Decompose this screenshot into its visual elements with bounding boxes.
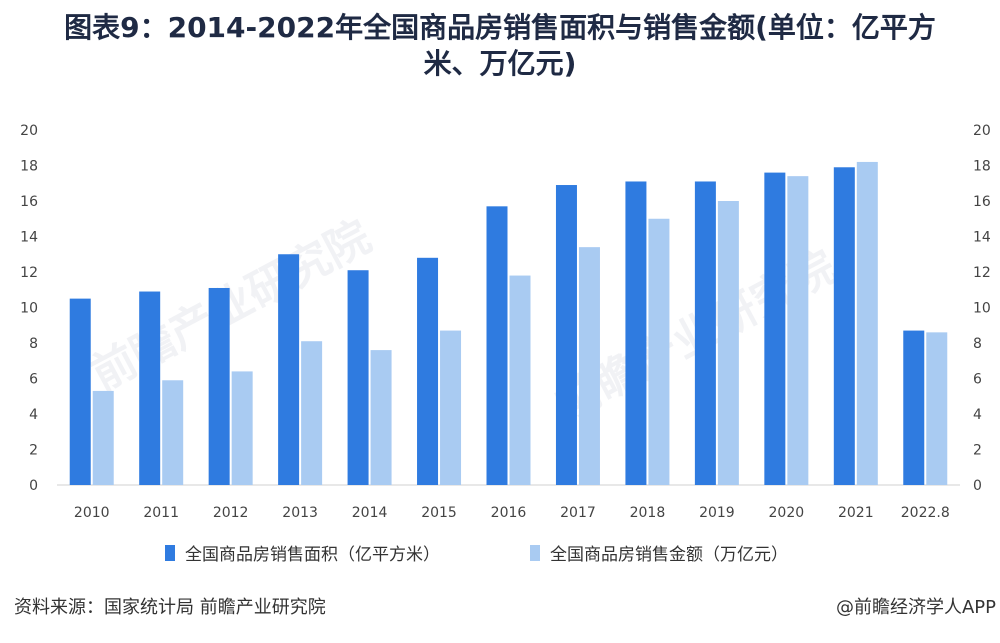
source-note: 资料来源：国家统计局 前瞻产业研究院 <box>14 597 326 618</box>
bar-sales-amount <box>440 330 462 485</box>
y2-tick-label-right: 20 <box>973 123 991 139</box>
bar-sales-amount <box>926 332 948 485</box>
y2-tick-label-right: 6 <box>973 372 982 388</box>
bar-sales-area <box>278 254 300 485</box>
y2-tick-label-right: 18 <box>973 159 991 175</box>
y-tick-label-left: 2 <box>29 443 38 459</box>
y-tick-label-left: 6 <box>29 372 38 388</box>
y-tick-label-left: 0 <box>29 478 38 494</box>
bar-sales-amount <box>648 218 670 485</box>
x-tick-label: 2020 <box>769 505 805 521</box>
legend-swatch-amount <box>530 544 540 561</box>
y2-tick-label-right: 12 <box>973 265 991 281</box>
y-tick-label-left: 10 <box>20 301 38 317</box>
credit-note: @前瞻经济学人APP <box>835 597 996 618</box>
bar-sales-area <box>208 287 230 485</box>
legend-item-area: 全国商品房销售面积（亿平方米） <box>165 540 440 565</box>
y2-tick-label-right: 2 <box>973 443 982 459</box>
legend-swatch-area <box>165 544 175 561</box>
bar-sales-amount <box>787 176 809 485</box>
chart-title: 图表9：2014-2022年全国商品房销售面积与销售金额(单位：亿平方 米、万亿… <box>0 10 1000 82</box>
y2-tick-label-right: 10 <box>973 301 991 317</box>
bar-chart: 0 0 2 2 4 4 6 6 8 8 10 10 12 12 14 14 16 16 18 18 20 20 2010 20… <box>0 110 1000 530</box>
chart-title-line-2: 米、万亿元) <box>423 47 577 80</box>
x-tick-label: 2022.8 <box>901 505 950 521</box>
legend-label-amount: 全国商品房销售金额（万亿元） <box>550 545 788 565</box>
x-tick-label: 2013 <box>282 505 318 521</box>
y-tick-label-left: 4 <box>29 407 38 423</box>
y-tick-label-left: 12 <box>20 265 38 281</box>
x-tick-label: 2011 <box>143 505 179 521</box>
bar-sales-amount <box>162 380 184 485</box>
chart-title-line-1: 图表9：2014-2022年全国商品房销售面积与销售金额(单位：亿平方 <box>64 11 936 44</box>
chart-legend: 全国商品房销售面积（亿平方米） 全国商品房销售金额（万亿元） <box>165 540 788 565</box>
bar-sales-area <box>625 181 647 485</box>
y-tick-label-left: 8 <box>29 336 38 352</box>
x-tick-label: 2021 <box>838 505 874 521</box>
y-tick-label-left: 14 <box>20 230 38 246</box>
x-tick-label: 2012 <box>213 505 249 521</box>
bar-sales-amount <box>92 390 114 485</box>
bar-sales-area <box>69 298 91 485</box>
y2-tick-label-right: 4 <box>973 407 982 423</box>
x-tick-label: 2018 <box>630 505 666 521</box>
y2-tick-label-right: 0 <box>973 478 982 494</box>
legend-label-area: 全国商品房销售面积（亿平方米） <box>185 545 440 565</box>
y2-tick-label-right: 16 <box>973 194 991 210</box>
bar-sales-amount <box>509 275 531 485</box>
x-tick-label: 2017 <box>560 505 596 521</box>
y-tick-label-left: 16 <box>20 194 38 210</box>
x-tick-label: 2015 <box>421 505 457 521</box>
x-tick-label: 2016 <box>491 505 527 521</box>
y-tick-label-left: 20 <box>20 123 38 139</box>
bar-sales-area <box>139 291 161 485</box>
bar-sales-area <box>764 172 786 485</box>
x-tick-label: 2019 <box>699 505 735 521</box>
bar-sales-area <box>417 257 439 485</box>
y2-tick-label-right: 8 <box>973 336 982 352</box>
bar-sales-amount <box>717 201 739 485</box>
bar-sales-area <box>694 181 716 485</box>
bar-sales-amount <box>578 247 600 485</box>
bar-sales-area <box>486 206 508 485</box>
y2-tick-label-right: 14 <box>973 230 991 246</box>
bar-sales-area <box>833 167 855 485</box>
bar-sales-amount <box>231 371 253 485</box>
y-tick-label-left: 18 <box>20 159 38 175</box>
bar-sales-amount <box>370 350 392 485</box>
bar-sales-amount <box>856 161 878 485</box>
legend-item-amount: 全国商品房销售金额（万亿元） <box>530 540 788 565</box>
bar-sales-area <box>555 185 577 485</box>
bar-sales-area <box>347 270 369 485</box>
bar-sales-amount <box>301 341 323 485</box>
x-tick-label: 2014 <box>352 505 388 521</box>
x-tick-label: 2010 <box>74 505 110 521</box>
bar-sales-area <box>903 330 925 485</box>
